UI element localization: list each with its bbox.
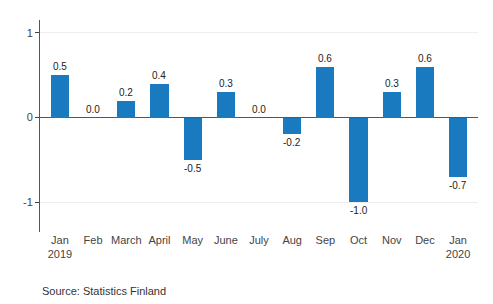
svg-text:Sep: Sep — [316, 234, 336, 246]
svg-text:0.0: 0.0 — [252, 104, 266, 115]
svg-text:April: April — [148, 234, 170, 246]
svg-text:Feb: Feb — [84, 234, 103, 246]
svg-text:-0.2: -0.2 — [283, 137, 301, 148]
svg-text:Aug: Aug — [282, 234, 302, 246]
svg-text:June: June — [214, 234, 238, 246]
svg-text:0.4: 0.4 — [152, 70, 166, 81]
svg-text:Oct: Oct — [350, 234, 367, 246]
svg-text:0: 0 — [27, 111, 33, 123]
svg-text:Jan2020: Jan2020 — [446, 234, 470, 260]
svg-text:July: July — [249, 234, 269, 246]
svg-text:0.2: 0.2 — [119, 87, 133, 98]
svg-text:-1.0: -1.0 — [350, 205, 368, 216]
svg-text:0.3: 0.3 — [385, 78, 399, 89]
svg-text:0.3: 0.3 — [219, 78, 233, 89]
svg-text:May: May — [182, 234, 203, 246]
svg-text:-1: -1 — [23, 196, 33, 208]
svg-text:0.5: 0.5 — [53, 61, 67, 72]
svg-text:March: March — [111, 234, 142, 246]
svg-text:Jan2019: Jan2019 — [48, 234, 72, 260]
svg-text:0.0: 0.0 — [86, 104, 100, 115]
svg-text:Nov: Nov — [382, 234, 402, 246]
svg-text:1: 1 — [27, 27, 33, 39]
svg-text:0.6: 0.6 — [318, 53, 332, 64]
svg-text:-0.7: -0.7 — [449, 180, 467, 191]
svg-text:Source: Statistics Finland: Source: Statistics Finland — [42, 285, 166, 297]
svg-text:Dec: Dec — [415, 234, 435, 246]
svg-text:-0.5: -0.5 — [184, 163, 202, 174]
svg-text:0.6: 0.6 — [418, 53, 432, 64]
